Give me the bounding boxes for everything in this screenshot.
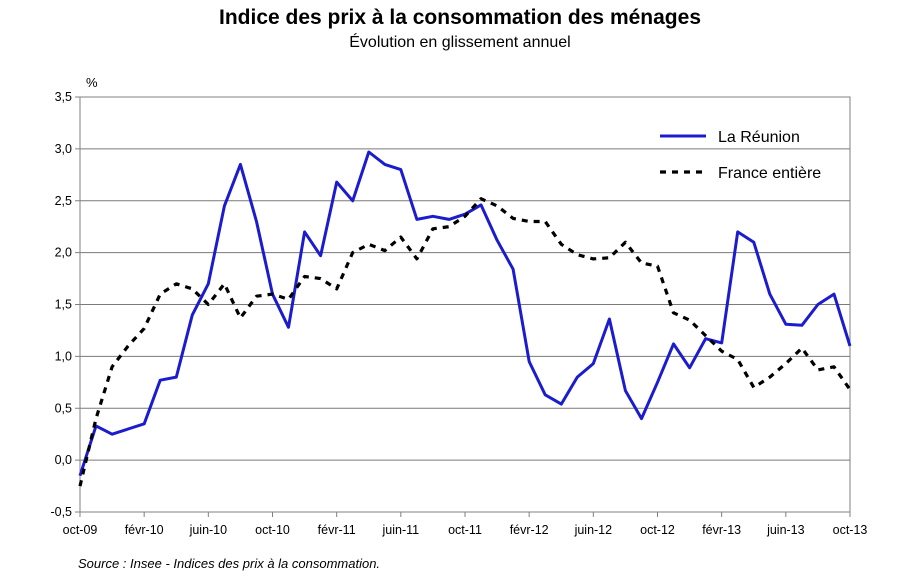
y-tick-label: 1,5 bbox=[55, 298, 72, 312]
x-axis: oct-09 févr-10 juin-10 oct-10 févr-11 juin-11… bbox=[63, 512, 868, 537]
y-tick-label: -0,5 bbox=[50, 505, 72, 519]
source-note: Source : Insee - Indices des prix à la c… bbox=[78, 556, 381, 571]
chart-title: Indice des prix à la consommation des mé… bbox=[219, 6, 701, 29]
x-tick-label: oct-10 bbox=[255, 523, 290, 537]
chart-subtitle: Évolution en glissement annuel bbox=[349, 34, 571, 51]
y-tick-label: 3,0 bbox=[55, 142, 72, 156]
y-tick-label: 2,0 bbox=[55, 246, 72, 260]
x-tick-label: juin-10 bbox=[189, 523, 228, 537]
y-tick-label: 2,5 bbox=[55, 194, 72, 208]
x-tick-label: févr-11 bbox=[318, 523, 356, 537]
x-tick-label: févr-13 bbox=[702, 523, 741, 537]
x-tick-label: juin-11 bbox=[382, 523, 420, 537]
y-tick-label: 3,5 bbox=[55, 90, 72, 104]
y-axis-unit-label: % bbox=[86, 75, 98, 90]
series-line-france-entiere bbox=[78, 197, 852, 487]
legend-label: La Réunion bbox=[718, 129, 800, 146]
x-tick-label: juin-12 bbox=[574, 523, 613, 537]
series-lines bbox=[78, 150, 852, 487]
y-tick-label: 0,0 bbox=[55, 453, 72, 467]
x-tick-label: févr-10 bbox=[125, 523, 164, 537]
legend: La Réunion France entière bbox=[660, 129, 821, 182]
x-tick-label: févr-12 bbox=[510, 523, 549, 537]
legend-label: France entière bbox=[718, 165, 821, 182]
x-tick-label: juin-13 bbox=[766, 523, 805, 537]
y-axis: -0,5 0,0 0,5 1,0 1,5 2,0 2,5 3,0 3,5 bbox=[50, 90, 80, 519]
y-tick-label: 1,0 bbox=[55, 349, 72, 363]
x-tick-label: oct-13 bbox=[833, 523, 868, 537]
x-tick-label: oct-12 bbox=[640, 523, 675, 537]
grid-lines bbox=[80, 148, 850, 461]
x-tick-label: oct-09 bbox=[63, 523, 98, 537]
x-tick-label: oct-11 bbox=[448, 523, 482, 537]
y-tick-label: 0,5 bbox=[55, 401, 72, 415]
